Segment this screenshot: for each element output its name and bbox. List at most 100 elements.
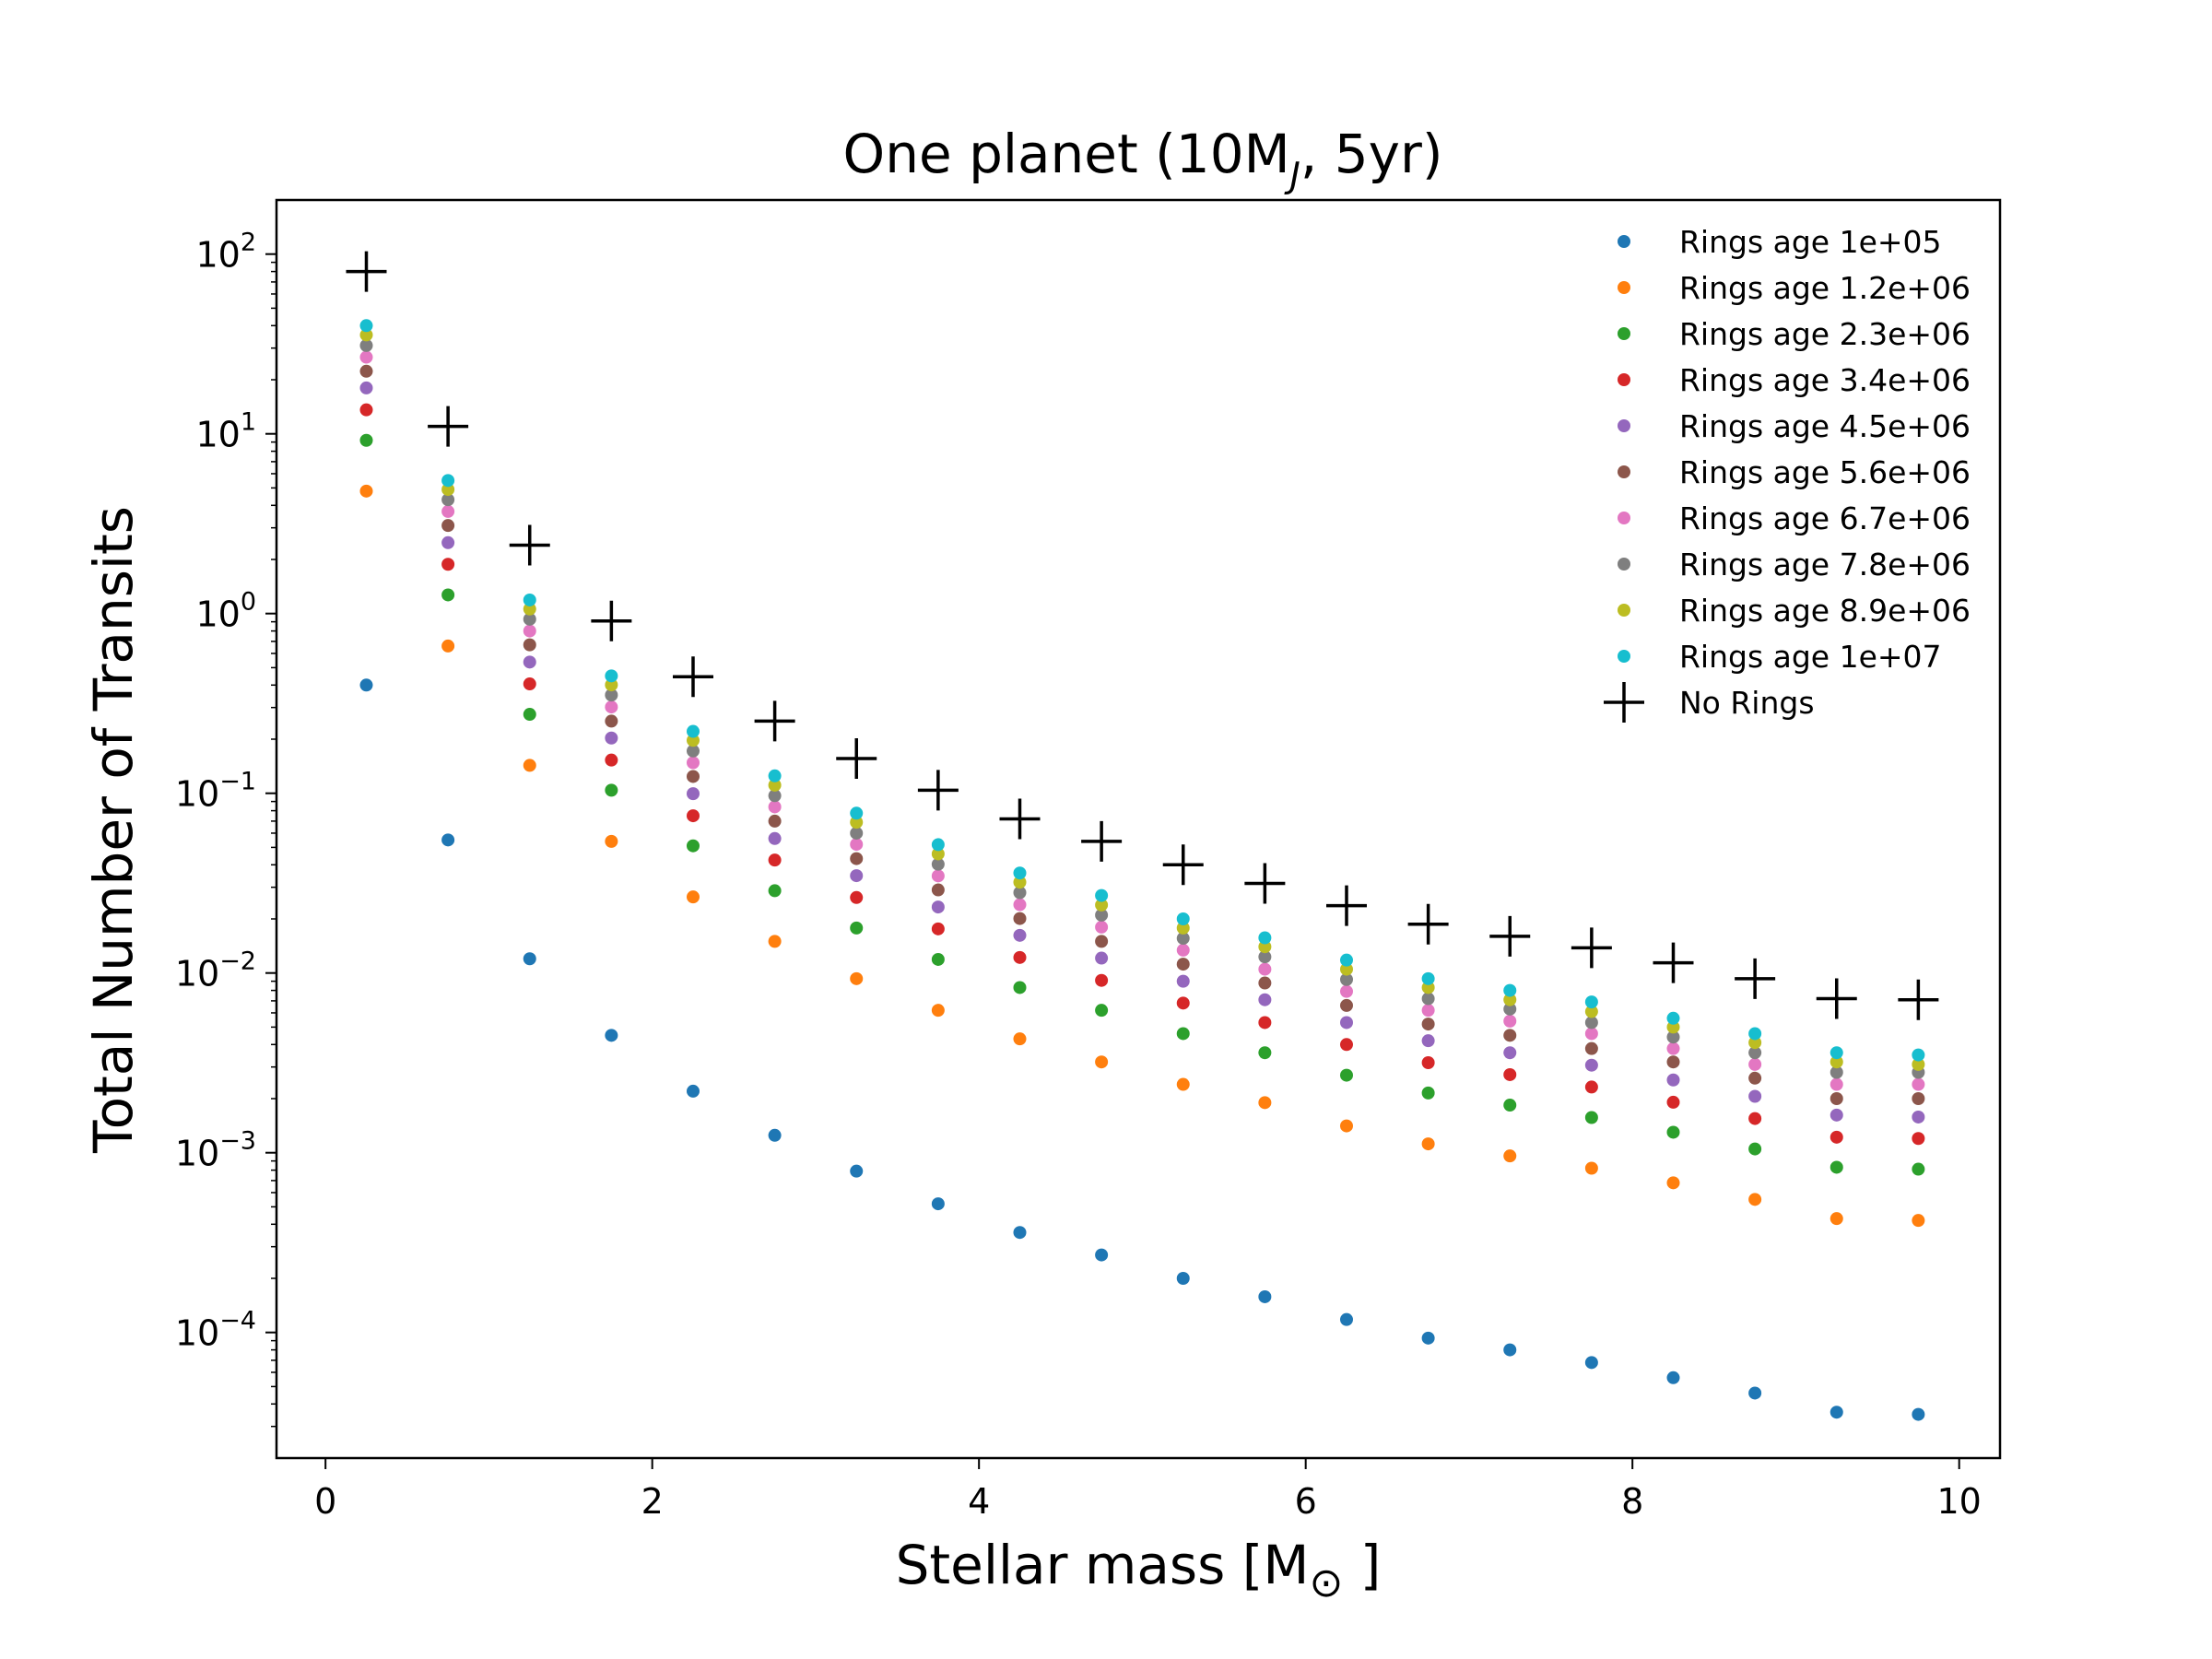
point-series-1	[1912, 1407, 1925, 1421]
point-series-4	[1503, 1067, 1517, 1081]
point-series-1	[1176, 1272, 1190, 1285]
point-series-10	[768, 769, 782, 782]
point-series-4	[441, 558, 455, 571]
point-no-rings	[1326, 885, 1367, 926]
point-series-10	[1912, 1048, 1925, 1062]
y-axis: 10−4 10−3 10−2 10−1 100 101 102	[175, 229, 276, 1428]
point-series-9	[1503, 993, 1517, 1006]
point-no-rings	[1081, 820, 1123, 862]
series-8	[359, 338, 1925, 1079]
legend-label: Rings age 2.3e+06	[1679, 316, 1971, 352]
point-series-1	[1421, 1331, 1435, 1345]
series-4	[359, 403, 1925, 1146]
point-series-6	[605, 714, 618, 728]
point-series-6	[1339, 998, 1353, 1012]
plot-marks	[346, 251, 1939, 1421]
plot-frame	[275, 198, 2002, 1460]
point-series-2	[1584, 1161, 1598, 1175]
point-series-4	[605, 753, 618, 767]
legend-item: Rings age 8.9e+06	[1618, 593, 1971, 629]
point-series-7	[1013, 898, 1027, 912]
point-series-8	[1748, 1046, 1762, 1060]
point-series-9	[850, 816, 864, 830]
point-series-9	[1258, 940, 1272, 954]
legend-item: Rings age 2.3e+06	[1618, 316, 1971, 352]
point-series-7	[768, 800, 782, 814]
point-series-1	[441, 833, 455, 847]
point-series-6	[1830, 1092, 1843, 1105]
point-series-7	[441, 504, 455, 518]
point-no-rings	[509, 524, 550, 566]
point-series-5	[931, 900, 945, 914]
point-series-1	[1666, 1371, 1680, 1384]
point-series-2	[441, 639, 455, 653]
point-no-rings	[591, 600, 632, 641]
point-series-4	[1095, 973, 1109, 987]
point-series-5	[768, 831, 782, 845]
point-series-5	[1339, 1016, 1353, 1030]
point-series-9	[1013, 876, 1027, 889]
point-series-8	[1830, 1065, 1843, 1079]
point-no-rings	[1162, 844, 1204, 886]
point-series-2	[1421, 1137, 1435, 1151]
x-tick-label: 0	[314, 1481, 336, 1522]
point-series-3	[1912, 1162, 1925, 1176]
point-series-10	[931, 838, 945, 852]
point-series-7	[359, 350, 373, 364]
point-series-7	[1830, 1077, 1843, 1091]
legend: Rings age 1e+05 Rings age 1.2e+06 Rings ag…	[1604, 224, 1971, 723]
legend-item: Rings age 5.6e+06	[1618, 454, 1971, 490]
point-series-3	[441, 588, 455, 602]
point-series-5	[1912, 1110, 1925, 1124]
legend-label: Rings age 3.4e+06	[1679, 362, 1971, 398]
point-series-4	[1176, 996, 1190, 1010]
point-series-6	[1258, 976, 1272, 990]
x-tick-label: 6	[1295, 1481, 1317, 1522]
legend-marker	[1618, 373, 1630, 386]
legend-marker	[1618, 650, 1630, 663]
point-series-8	[1666, 1030, 1680, 1044]
point-series-1	[686, 1084, 700, 1098]
point-series-5	[1176, 974, 1190, 988]
point-series-8	[1258, 950, 1272, 964]
point-no-rings	[1816, 978, 1857, 1019]
point-series-9	[1339, 962, 1353, 976]
point-series-7	[1421, 1004, 1435, 1018]
point-series-9	[1421, 981, 1435, 994]
point-series-1	[931, 1197, 945, 1211]
point-series-1	[1013, 1226, 1027, 1240]
point-series-7	[850, 838, 864, 852]
point-series-4	[1830, 1130, 1843, 1144]
point-no-rings	[1898, 979, 1939, 1020]
point-series-10	[1666, 1011, 1680, 1025]
point-series-2	[1339, 1119, 1353, 1133]
x-axis-label-end: ]	[1343, 1534, 1381, 1596]
point-series-5	[523, 655, 536, 669]
x-axis: 0 2 4 6 8 10	[314, 1458, 1982, 1522]
x-axis-label: Stellar mass [M⊙ ]	[896, 1534, 1382, 1606]
point-series-8	[523, 612, 536, 626]
x-tick-label: 4	[968, 1481, 990, 1522]
legend-marker	[1618, 281, 1630, 294]
point-series-6	[1503, 1029, 1517, 1042]
point-series-2	[1013, 1032, 1027, 1046]
point-series-1	[523, 952, 536, 966]
series-11	[346, 251, 1939, 1020]
point-series-5	[1503, 1046, 1517, 1060]
y-tick-label: 10−1	[175, 768, 256, 815]
legend-item: Rings age 1e+05	[1618, 224, 1942, 260]
point-series-7	[1258, 962, 1272, 976]
point-series-2	[1503, 1149, 1517, 1163]
legend-item: Rings age 4.5e+06	[1618, 408, 1971, 444]
point-series-4	[768, 853, 782, 867]
point-series-6	[1748, 1071, 1762, 1085]
series-3	[359, 433, 1925, 1176]
point-series-8	[850, 826, 864, 840]
point-series-3	[768, 884, 782, 898]
point-series-3	[1176, 1027, 1190, 1041]
point-series-7	[1666, 1041, 1680, 1055]
point-series-3	[359, 433, 373, 447]
point-series-9	[605, 678, 618, 692]
point-no-rings	[999, 798, 1041, 840]
point-series-9	[931, 847, 945, 861]
